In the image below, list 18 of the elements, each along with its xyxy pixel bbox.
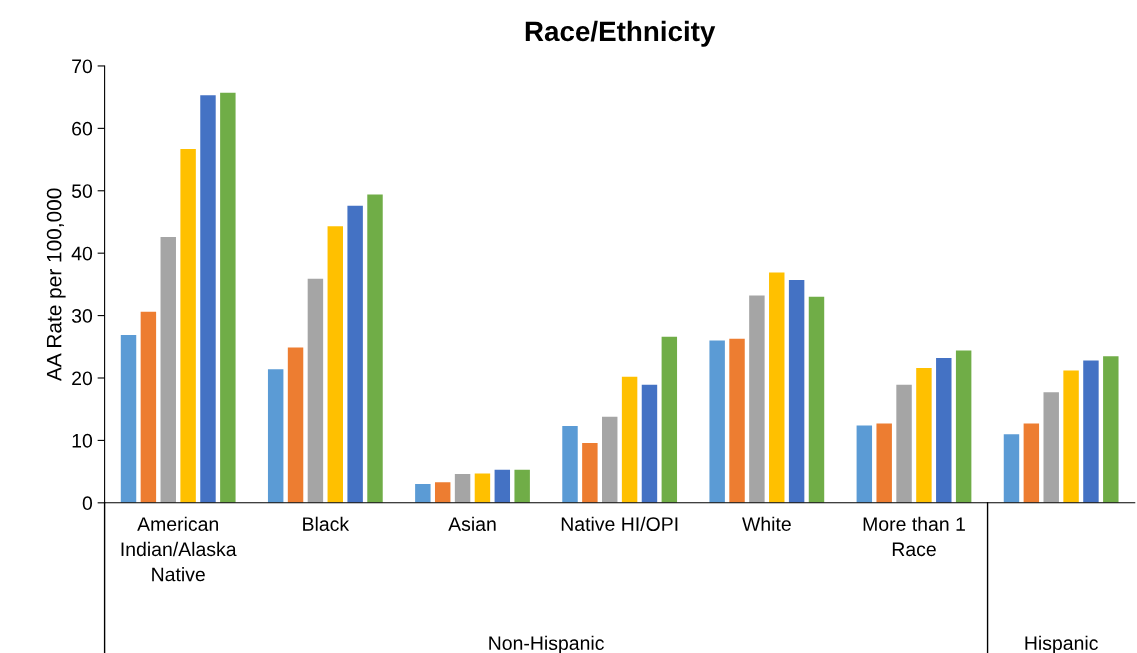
x-tick-label: Black [303, 516, 350, 531]
y-axis-title: AA Rate per 100,000 [46, 188, 66, 382]
y-tick-label: 70 [72, 59, 93, 74]
x-tick-label: Native HI/OPI [561, 516, 678, 531]
x-tick-label: Asian [448, 516, 496, 531]
y-tick-label: 40 [71, 246, 93, 261]
chart-title: Race/Ethnicity [525, 20, 716, 47]
y-tick-label: 60 [72, 121, 93, 136]
text: Hispanic [1025, 635, 1098, 653]
y-tick-label: 30 [71, 309, 93, 323]
y-tick-label: 20 [72, 371, 93, 386]
y-tick-label: 50 [71, 184, 93, 199]
x-tick-label: White [742, 516, 791, 531]
x-tick-label: More than 1 Race [863, 516, 965, 557]
x-tick-label: American Indian/Alaska Native [121, 516, 237, 582]
y-tick-label: 0 [82, 496, 93, 511]
y-tick-label: 10 [72, 433, 93, 448]
text: Non-Hispanic [489, 635, 604, 653]
